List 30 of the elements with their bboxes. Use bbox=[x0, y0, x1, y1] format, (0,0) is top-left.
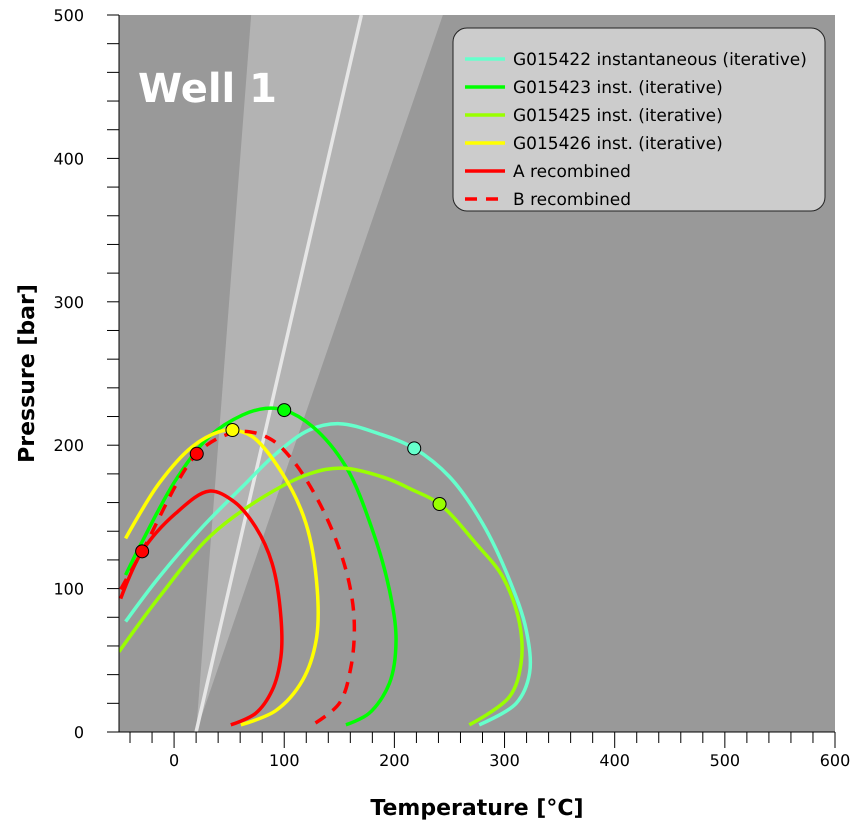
legend-label: G015422 instantaneous (iterative) bbox=[513, 50, 807, 70]
x-tick-label: 600 bbox=[820, 751, 850, 770]
y-tick-label: 400 bbox=[53, 149, 84, 168]
x-tick-label: 200 bbox=[379, 751, 410, 770]
x-tick-label: 500 bbox=[710, 751, 740, 770]
y-axis-title: Pressure [bar] bbox=[15, 284, 40, 463]
point bbox=[225, 423, 240, 437]
y-tick-label: 500 bbox=[53, 6, 84, 25]
legend-label: B recombined bbox=[513, 190, 631, 210]
x-tick-label: 0 bbox=[168, 751, 180, 770]
text: Well 1 bbox=[138, 66, 278, 112]
x-tick-label: 300 bbox=[489, 751, 520, 770]
y-tick-label: 200 bbox=[53, 436, 84, 456]
y-tick-label: 100 bbox=[53, 580, 84, 599]
legend-label: G015425 inst. (iterative) bbox=[513, 106, 723, 126]
point bbox=[407, 441, 422, 456]
legend-label: G015423 inst. (iterative) bbox=[513, 78, 723, 98]
point bbox=[277, 403, 292, 418]
y-tick-label: 0 bbox=[74, 723, 84, 742]
line-series bbox=[124, 422, 532, 727]
x-tick-label: 100 bbox=[268, 751, 300, 770]
legend-label: G015426 inst. (iterative) bbox=[513, 134, 723, 154]
y-tick-label: 300 bbox=[53, 292, 84, 312]
x-tick-label: 400 bbox=[599, 751, 630, 770]
line-series bbox=[119, 466, 524, 727]
point bbox=[135, 544, 150, 558]
x-axis-title: Temperature [°C] bbox=[370, 796, 584, 821]
point bbox=[432, 496, 447, 511]
point bbox=[190, 446, 204, 461]
legend-label: A recombined bbox=[513, 162, 631, 182]
